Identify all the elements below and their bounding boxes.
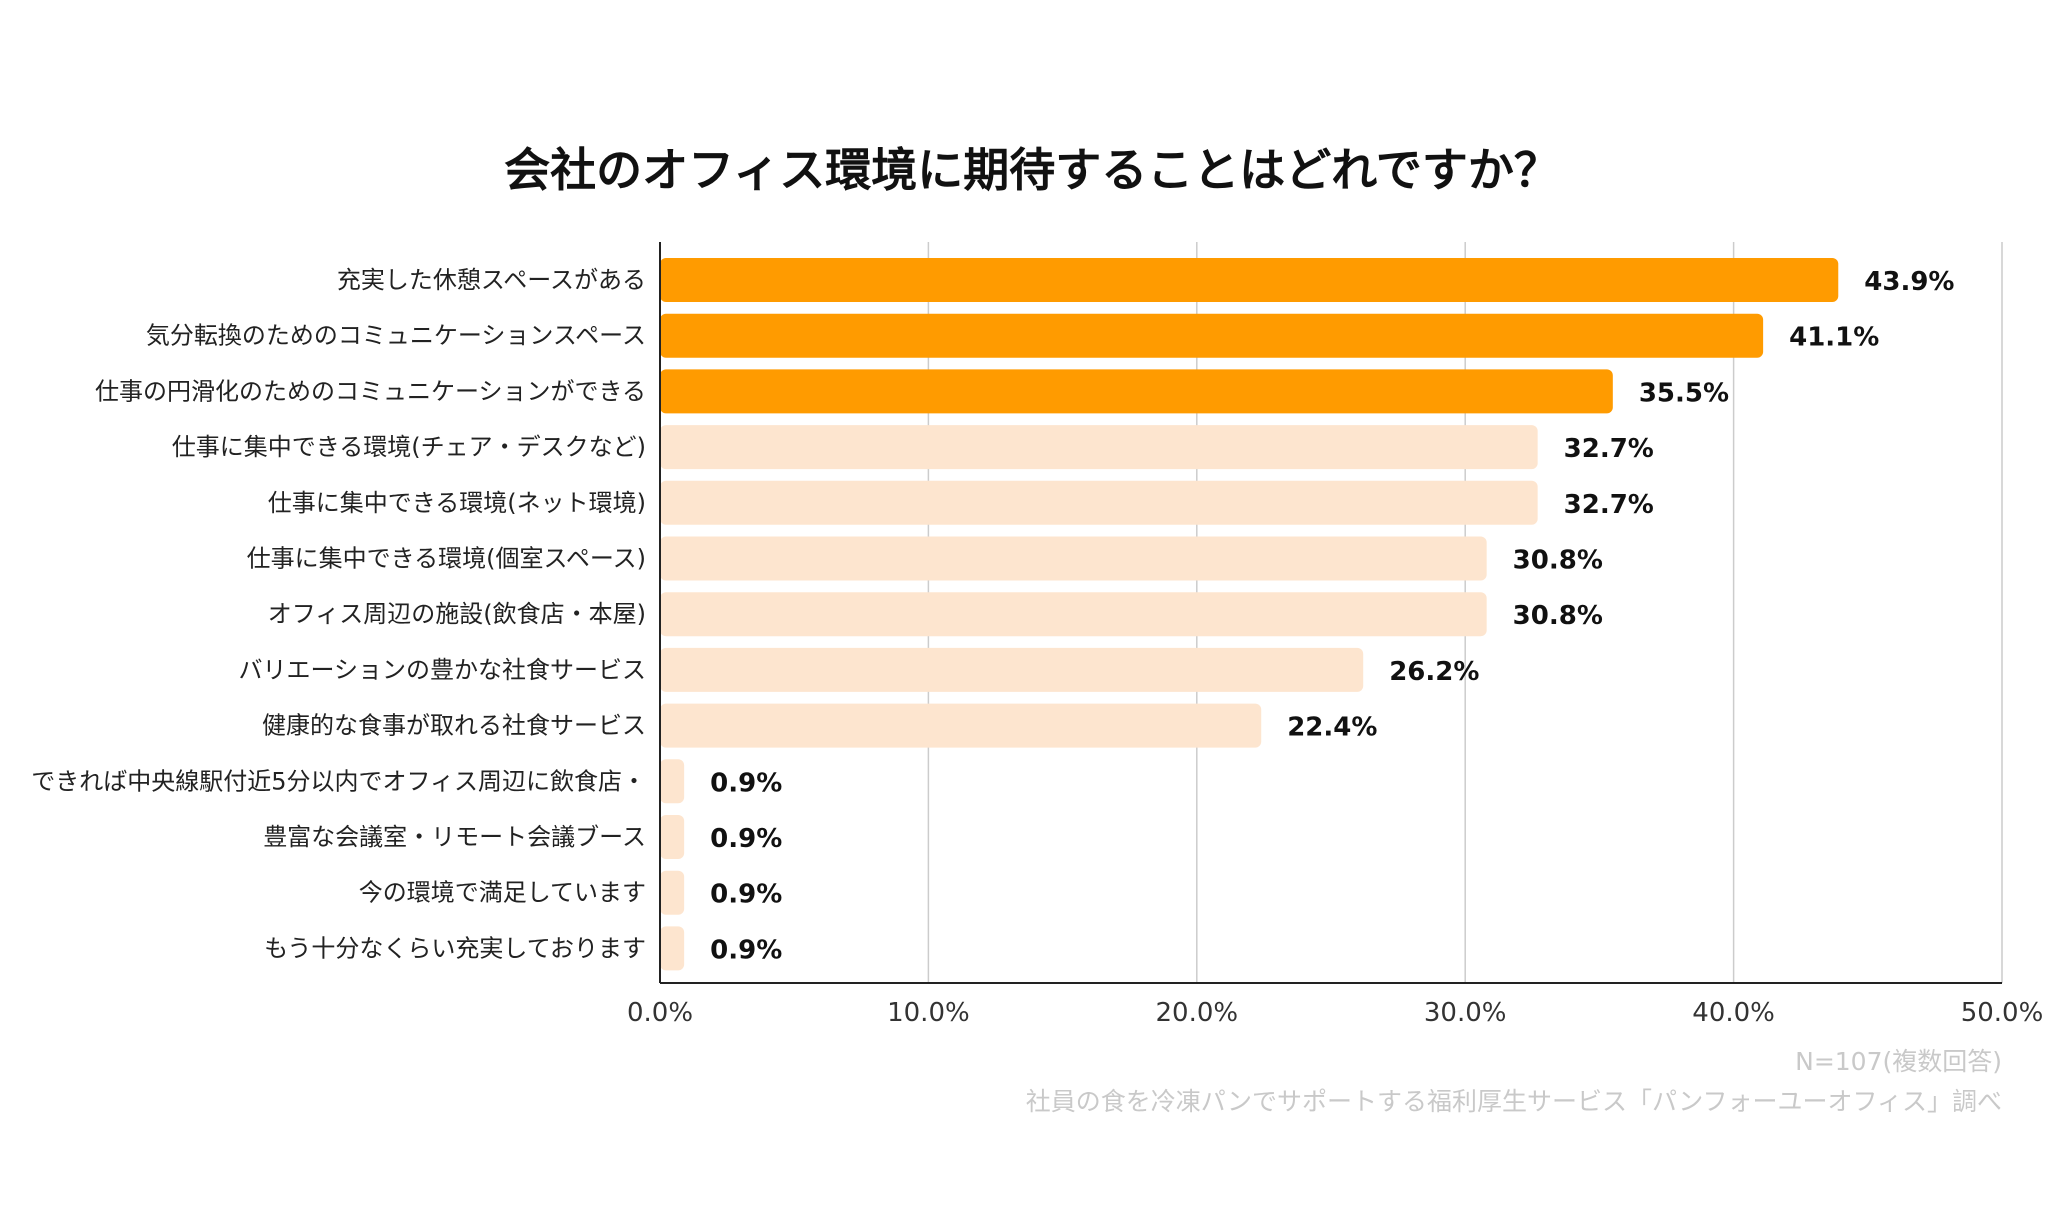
x-tick-label: 30.0% bbox=[1424, 998, 1507, 1028]
category-label: 仕事に集中できる環境(個室スペース) bbox=[247, 545, 646, 573]
bar bbox=[660, 480, 1538, 525]
bar bbox=[660, 536, 1487, 581]
bar bbox=[660, 369, 1613, 414]
value-label: 32.7% bbox=[1564, 490, 1654, 520]
value-label: 41.1% bbox=[1789, 323, 1879, 353]
chart-title: 会社のオフィス環境に期待することはどれですか？ bbox=[504, 143, 1560, 197]
category-label: 充実した休憩スペースがある bbox=[337, 266, 646, 294]
labels: 0.0% 10.0% 20.0% 30.0% 40.0% 50.0% 充実した休憩スペースが… bbox=[31, 266, 2043, 1028]
source-note: 社員の食を冷凍パンでサポートする福利厚生サービス「パンフォーユーオフィス」調べ bbox=[1026, 1087, 2002, 1116]
x-tick-label: 20.0% bbox=[1155, 998, 1238, 1028]
category-label: 仕事に集中できる環境(チェア・デスクなど) bbox=[172, 433, 646, 461]
bar bbox=[660, 759, 685, 804]
bar bbox=[660, 815, 685, 859]
x-tick-label: 50.0% bbox=[1961, 998, 2044, 1028]
category-label: もう十分なくらい充実しております bbox=[264, 934, 646, 962]
bars bbox=[660, 258, 1839, 971]
value-label: 0.9% bbox=[710, 824, 782, 854]
category-label: 豊富な会議室・リモート会議ブース bbox=[263, 823, 646, 851]
x-tick-label: 40.0% bbox=[1692, 998, 1775, 1028]
x-tick-label: 0.0% bbox=[627, 998, 693, 1028]
category-label: オフィス周辺の施設(飲食店・本屋) bbox=[268, 600, 646, 628]
bar bbox=[660, 592, 1487, 637]
category-label: できれば中央線駅付近5分以内でオフィス周辺に飲食店・ bbox=[31, 767, 646, 795]
bar bbox=[660, 647, 1364, 692]
bar bbox=[660, 703, 1262, 748]
category-label: 仕事の円滑化のためのコミュニケーションができる bbox=[95, 377, 646, 405]
value-label: 26.2% bbox=[1389, 657, 1479, 687]
bar bbox=[660, 425, 1538, 470]
value-label: 43.9% bbox=[1864, 267, 1954, 297]
category-label: 気分転換のためのコミュニケーションスペース bbox=[146, 322, 646, 350]
value-label: 30.8% bbox=[1513, 601, 1603, 631]
bar bbox=[660, 870, 685, 915]
value-label: 0.9% bbox=[710, 768, 782, 798]
bar bbox=[660, 258, 1839, 302]
value-label: 35.5% bbox=[1639, 378, 1729, 408]
value-label: 0.9% bbox=[710, 935, 782, 965]
category-label: バリエーションの豊かな社食サービス bbox=[238, 656, 646, 684]
category-label: 今の環境で満足しています bbox=[359, 879, 646, 907]
sample-note: N=107(複数回答) bbox=[1795, 1047, 2002, 1076]
category-label: 仕事に集中できる環境(ネット環境) bbox=[268, 489, 646, 517]
bar bbox=[660, 313, 1764, 358]
x-tick-label: 10.0% bbox=[887, 998, 970, 1028]
axes bbox=[659, 242, 2002, 984]
value-label: 30.8% bbox=[1513, 546, 1603, 576]
category-label: 健康的な食事が取れる社食サービス bbox=[262, 712, 646, 740]
bar bbox=[660, 926, 685, 971]
value-label: 22.4% bbox=[1287, 713, 1377, 743]
value-label: 32.7% bbox=[1564, 434, 1654, 464]
value-label: 0.9% bbox=[710, 880, 782, 910]
